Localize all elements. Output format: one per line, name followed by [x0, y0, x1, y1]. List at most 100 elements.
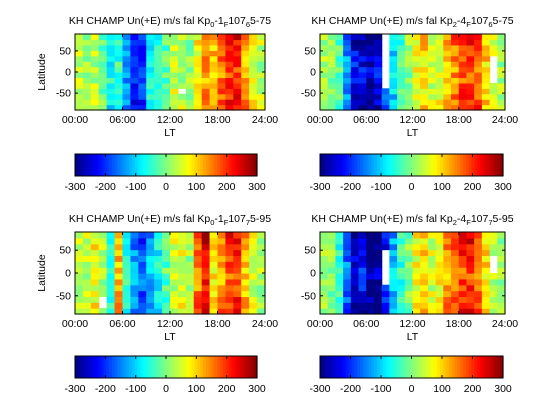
- heatmap-cell: [412, 273, 421, 280]
- heatmap-cell: [412, 237, 421, 245]
- heatmap-cell: [185, 77, 195, 84]
- heatmap-cell: [162, 88, 171, 95]
- heatmap-cell: [481, 243, 491, 251]
- heatmap-cell: [458, 66, 468, 73]
- heatmap-cell: [466, 44, 475, 51]
- heatmap-cell: [257, 267, 266, 274]
- heatmap-cell: [343, 72, 352, 79]
- heatmap-cell: [185, 255, 195, 262]
- heatmap-cell: [350, 104, 360, 111]
- colorbar-segment: [491, 154, 496, 176]
- colorbar-segment: [191, 356, 196, 378]
- heatmap-cell: [82, 66, 92, 73]
- colorbar-segment: [380, 356, 384, 378]
- heatmap-cell: [75, 82, 84, 89]
- heatmap-cell: [130, 104, 139, 111]
- title-text: KH CHAMP Un(+E) m/s fal Kp: [69, 213, 210, 225]
- x-tick-label: 00:00: [307, 114, 333, 126]
- colorbar-segment: [177, 356, 181, 378]
- heatmap-cell: [404, 39, 414, 46]
- heatmap-cell: [130, 261, 139, 268]
- heatmap-cell: [412, 261, 421, 268]
- heatmap-cell: [193, 273, 203, 280]
- heatmap-cell: [366, 290, 375, 298]
- heatmap-cell: [350, 296, 360, 303]
- heatmap-cell: [162, 249, 171, 257]
- heatmap-cell: [201, 302, 211, 309]
- colorbar-segment: [460, 154, 464, 176]
- heatmap-cell: [358, 99, 367, 106]
- heatmap-cell: [75, 255, 84, 262]
- heatmap-cell: [474, 232, 483, 239]
- heatmap-cell: [404, 243, 414, 251]
- colorbar-segment: [465, 356, 470, 378]
- heatmap-cell: [146, 308, 155, 315]
- heatmap-cell: [389, 290, 398, 298]
- heatmap-cell: [404, 237, 414, 245]
- heatmap-cell: [177, 82, 187, 89]
- heatmap-cell: [249, 34, 258, 41]
- heatmap-cell: [130, 237, 139, 245]
- heatmap-cell: [98, 261, 108, 268]
- heatmap-cell: [106, 104, 116, 111]
- heatmap-cell: [122, 88, 132, 95]
- heatmap-cell: [114, 44, 124, 51]
- heatmap-cell: [98, 290, 108, 298]
- heatmap-cell: [209, 39, 219, 46]
- colorbar-segment: [462, 154, 467, 176]
- colorbar-segment: [220, 154, 224, 176]
- subplot-1: 00:00 06:00 12:00 18:00 24:00-50050LTLatitud…: [36, 15, 278, 193]
- heatmap-cell: [90, 39, 100, 46]
- heatmap-cell: [177, 255, 187, 262]
- heatmap-cell: [451, 290, 460, 298]
- heatmap-cell: [489, 50, 498, 57]
- heatmap-cell: [98, 243, 108, 251]
- heatmap-cell: [233, 284, 242, 292]
- colorbar-segment: [100, 356, 105, 378]
- heatmap-cell: [427, 50, 437, 57]
- colorbar-segment: [211, 356, 215, 378]
- colorbar-segment: [371, 356, 375, 378]
- colorbar-segment: [405, 154, 410, 176]
- heatmap-cell: [257, 232, 266, 239]
- colorbar-segment: [194, 154, 198, 176]
- heatmap-cell: [327, 278, 337, 286]
- heatmap-cell: [162, 255, 171, 262]
- colorbar-segment: [114, 356, 119, 378]
- colorbar-segment: [242, 154, 247, 176]
- colorbar-segment: [394, 356, 398, 378]
- colorbar-segment: [462, 356, 467, 378]
- colorbar-segment: [477, 154, 481, 176]
- heatmap-cell: [90, 55, 100, 62]
- heatmap-cell: [327, 290, 337, 298]
- heatmap-cell: [98, 72, 108, 79]
- heatmap-cell: [451, 273, 460, 280]
- heatmap-cell: [412, 82, 421, 89]
- heatmap-cell: [114, 88, 124, 95]
- heatmap-cell: [481, 88, 491, 95]
- colorbar-tick-label: 100: [188, 181, 206, 193]
- colorbar-segment: [342, 154, 347, 176]
- heatmap-cell: [373, 302, 383, 309]
- heatmap-cell: [381, 104, 390, 111]
- heatmap-cell: [381, 290, 390, 298]
- heatmap-cell: [412, 302, 421, 309]
- heatmap-cell: [177, 308, 187, 315]
- heatmap-cell: [138, 308, 147, 315]
- heatmap-cell: [366, 82, 375, 89]
- heatmap-cell: [327, 99, 337, 106]
- heatmap-cell: [185, 104, 195, 111]
- heatmap-cell: [427, 99, 437, 106]
- colorbar-tick-label: -200: [340, 181, 361, 193]
- heatmap-cell: [177, 93, 187, 100]
- colorbar-segment: [457, 356, 461, 378]
- heatmap-cell: [154, 302, 163, 309]
- heatmap-cell: [335, 66, 344, 73]
- heatmap-cell: [106, 261, 116, 268]
- heatmap-cell: [350, 72, 360, 79]
- heatmap-cell: [193, 278, 203, 286]
- y-tick-label: 50: [304, 245, 316, 257]
- heatmap-cell: [209, 284, 219, 292]
- heatmap-cell: [350, 290, 360, 298]
- heatmap-cell: [217, 237, 227, 245]
